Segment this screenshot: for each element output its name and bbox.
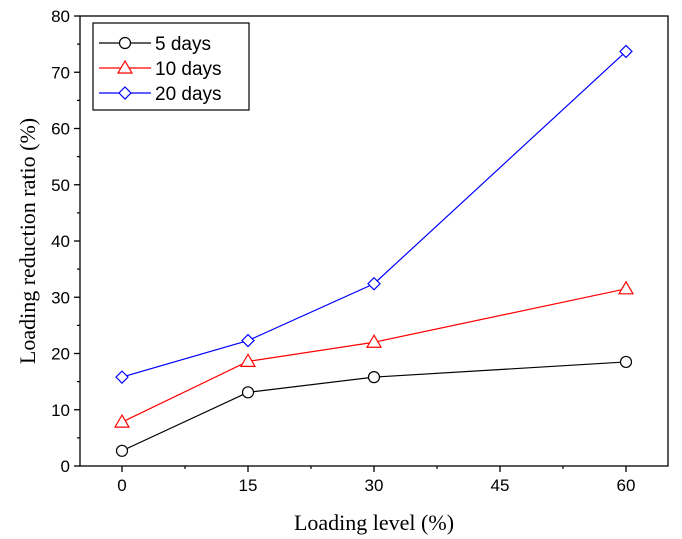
y-tick-label: 60 <box>51 120 70 139</box>
data-point <box>115 415 129 427</box>
data-point <box>621 356 632 367</box>
y-tick-label: 20 <box>51 345 70 364</box>
y-tick-label: 50 <box>51 176 70 195</box>
y-tick-label: 70 <box>51 63 70 82</box>
legend-marker <box>120 38 131 49</box>
y-tick-label: 40 <box>51 232 70 251</box>
x-axis-title: Loading level (%) <box>294 510 454 535</box>
y-tick-label: 0 <box>61 457 70 476</box>
y-tick-label: 10 <box>51 401 70 420</box>
y-axis-title: Loading reduction ratio (%) <box>15 118 40 364</box>
legend-label: 10 days <box>155 59 222 80</box>
data-point <box>243 387 254 398</box>
data-point <box>116 371 128 383</box>
legend: 5 days 10 days 20 days <box>93 23 249 110</box>
legend-label: 20 days <box>155 84 222 105</box>
data-point <box>242 335 254 347</box>
y-tick-label: 80 <box>51 7 70 26</box>
legend-label: 5 days <box>155 34 211 55</box>
x-tick-label: 30 <box>365 476 384 495</box>
x-tick-label: 15 <box>239 476 258 495</box>
x-tick-label: 60 <box>617 476 636 495</box>
data-point <box>369 372 380 383</box>
x-tick-label: 0 <box>117 476 126 495</box>
data-point <box>619 282 633 294</box>
series-2 <box>115 282 633 427</box>
series-1 <box>117 356 632 456</box>
data-point <box>117 445 128 456</box>
x-tick-label: 45 <box>491 476 510 495</box>
y-tick-label: 30 <box>51 288 70 307</box>
